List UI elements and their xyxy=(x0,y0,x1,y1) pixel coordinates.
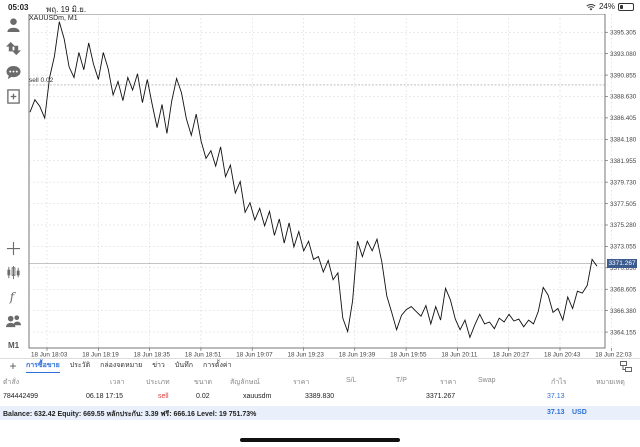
status-date: พฤ. 19 มิ.ย. xyxy=(46,5,87,14)
trade-icon[interactable] xyxy=(5,40,22,57)
currency-label: USD xyxy=(572,409,587,416)
function-icon[interactable]: f xyxy=(5,288,22,305)
x-tick-label: 18 Jun 19:39 xyxy=(339,352,376,359)
tab-history[interactable]: ประวัติ xyxy=(69,362,91,369)
col-comment: หมายเหตุ xyxy=(596,379,625,386)
col-swap: Swap xyxy=(478,377,496,384)
svg-text:f: f xyxy=(9,290,17,304)
y-tick-label: 3393.080 xyxy=(610,51,637,58)
y-tick-label: 3379.730 xyxy=(610,179,637,186)
bottom-tabs: + การซื้อขาย ประวัติ กล่องจดหมาย ข่าว บั… xyxy=(0,358,640,373)
account-icon[interactable] xyxy=(5,16,22,33)
row-symbol: xauusdm xyxy=(243,393,272,400)
row-price: 3371.267 xyxy=(426,393,456,400)
y-tick-label: 3370.830 xyxy=(610,265,637,272)
x-tick-label: 18 Jun 20:43 xyxy=(544,352,581,359)
balance-bar: Balance: 632.42 Equity: 669.55 หลักประกั… xyxy=(0,406,640,420)
status-time: 05:03 xyxy=(8,3,29,12)
y-tick-label: 3390.855 xyxy=(610,72,637,79)
x-tick-label: 18 Jun 19:07 xyxy=(236,352,273,359)
x-tick-label: 18 Jun 18:19 xyxy=(82,352,119,359)
row-type: sell xyxy=(158,393,169,400)
order-line-label[interactable]: sell 0.02 xyxy=(29,76,54,84)
price-chart[interactable]: 3395.305 3393.080 3390.855 3388.630 3386.405… xyxy=(27,14,640,358)
objects-icon[interactable] xyxy=(5,312,22,329)
col-price: ราคา xyxy=(440,379,457,386)
row-profit: 37.13 xyxy=(547,393,565,400)
y-tick-label: 3388.630 xyxy=(610,94,637,101)
wifi-icon xyxy=(586,3,596,10)
timeframe-button[interactable]: M1 xyxy=(7,341,20,350)
total-profit: 37.13 xyxy=(547,409,565,416)
add-icon[interactable]: + xyxy=(9,359,17,373)
balance-text: Balance: 632.42 Equity: 669.55 หลักประกั… xyxy=(3,411,257,418)
x-tick-label: 18 Jun 18:51 xyxy=(185,352,222,359)
row-order: 784442499 xyxy=(3,393,39,400)
battery-percent: 24% xyxy=(598,2,615,11)
y-tick-label: 3373.055 xyxy=(610,244,637,251)
plot-frame xyxy=(28,14,606,349)
row-open-price: 3389.830 xyxy=(305,393,335,400)
row-volume: 0.02 xyxy=(196,393,210,400)
indicators-icon[interactable] xyxy=(5,264,22,281)
y-tick-label: 3366.380 xyxy=(610,308,637,315)
col-tp: T/P xyxy=(396,377,407,384)
new-order-icon[interactable] xyxy=(5,88,22,105)
tab-journal[interactable]: บันทึก xyxy=(174,362,193,369)
y-tick-label: 3386.405 xyxy=(610,115,637,122)
x-tick-label: 18 Jun 20:27 xyxy=(493,352,530,359)
crosshair-icon[interactable] xyxy=(5,240,22,257)
col-profit: กำไร xyxy=(551,379,567,386)
chart-toolbar: f M1 xyxy=(0,14,27,354)
chat-icon[interactable] xyxy=(5,64,22,81)
chart-svg[interactable]: 3395.305 3393.080 3390.855 3388.630 3386.405… xyxy=(27,14,640,358)
tab-settings[interactable]: การตั้งค่า xyxy=(202,362,232,369)
battery-icon xyxy=(618,2,634,11)
y-tick-label: 3364.155 xyxy=(610,329,637,336)
col-time: เวลา xyxy=(110,379,125,386)
chart-symbol-label: XAUUSDm, M1 xyxy=(29,15,78,22)
y-tick-label: 3368.605 xyxy=(610,286,637,293)
y-tick-label: 3384.180 xyxy=(610,137,637,144)
col-sl: S/L xyxy=(346,377,357,384)
tab-mailbox[interactable]: กล่องจดหมาย xyxy=(100,362,143,369)
status-right: 24% xyxy=(586,2,634,11)
x-tick-label: 18 Jun 18:03 xyxy=(31,352,68,359)
home-indicator xyxy=(240,438,400,442)
col-symbol: สัญลักษณ์ xyxy=(230,379,260,386)
tab-news[interactable]: ข่าว xyxy=(152,362,165,369)
x-tick-label: 18 Jun 19:23 xyxy=(288,352,325,359)
y-tick-label: 3375.280 xyxy=(610,222,637,229)
y-tick-label: 3377.505 xyxy=(610,201,637,208)
current-price-tag: 3371.267 xyxy=(607,259,637,269)
col-open-price: ราคา xyxy=(293,379,310,386)
col-volume: ขนาด xyxy=(194,379,213,386)
tab-trade[interactable]: การซื้อขาย xyxy=(26,360,60,373)
col-type: ประเภท xyxy=(146,379,170,386)
y-tick-label: 3395.305 xyxy=(610,29,637,36)
y-tick-label: 3381.955 xyxy=(610,158,637,165)
x-tick-label: 18 Jun 18:35 xyxy=(134,352,171,359)
status-bar: 05:03 พฤ. 19 มิ.ย. 24% xyxy=(0,0,640,14)
table-row[interactable]: 784442499 06.18 17:15 sell 0.02 xauusdm … xyxy=(0,391,640,405)
x-tick-label: 18 Jun 19:55 xyxy=(390,352,427,359)
table-header: ตำสั่ง เวลา ประเภท ขนาด สัญลักษณ์ ราคา S… xyxy=(0,375,640,389)
x-tick-label: 18 Jun 22:03 xyxy=(595,352,632,359)
price-series-line xyxy=(29,21,598,339)
layout-icon[interactable] xyxy=(620,361,632,372)
row-time: 06.18 17:15 xyxy=(86,393,123,400)
x-tick-label: 18 Jun 20:11 xyxy=(441,352,477,359)
col-order: ตำสั่ง xyxy=(3,379,20,386)
